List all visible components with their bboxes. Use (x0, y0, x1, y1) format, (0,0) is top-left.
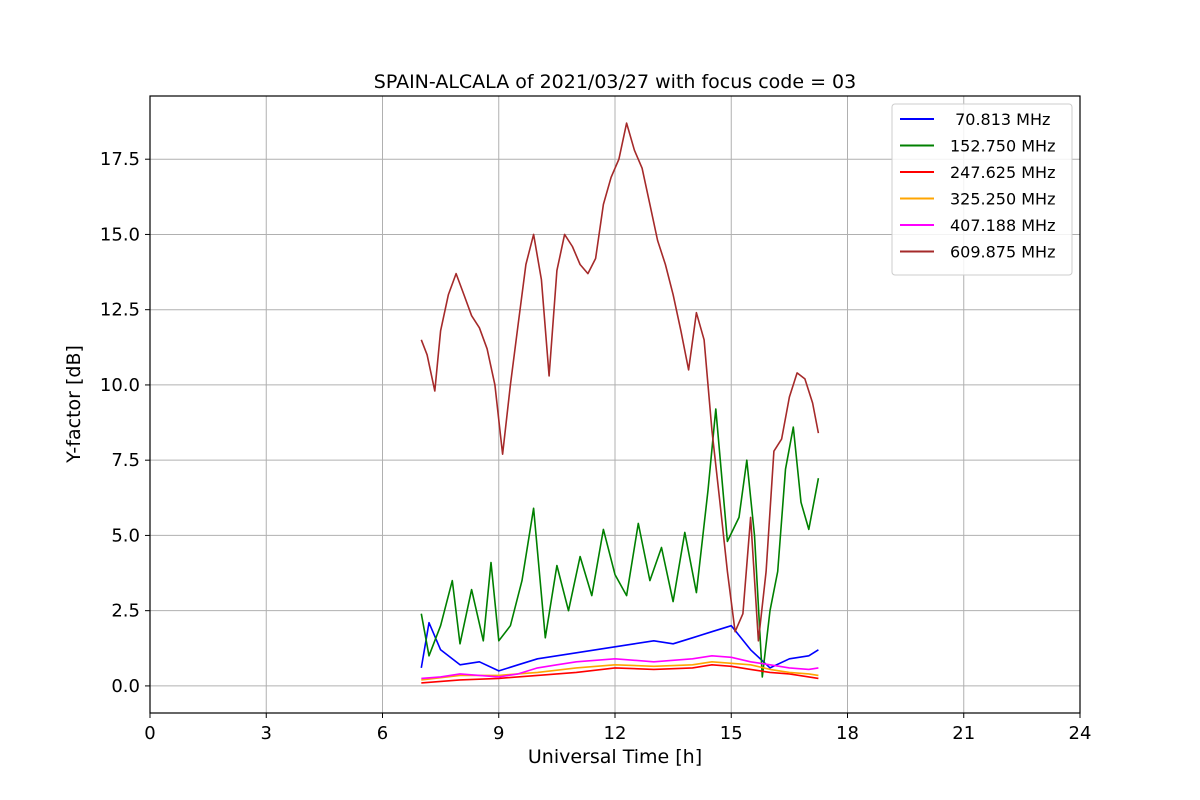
x-axis-label: Universal Time [h] (528, 746, 702, 768)
y-axis: 0.0 2.5 5.0 7.5 10.0 12.5 15.0 17.5 (100, 149, 150, 697)
x-tick-label: 3 (261, 723, 272, 744)
legend-frame (891, 103, 1073, 276)
x-tick-label: 12 (604, 723, 627, 744)
y-tick-label: 15.0 (100, 224, 140, 245)
x-axis: 0 3 6 9 12 15 18 21 24 (144, 713, 1091, 744)
series-line-5 (420, 122, 820, 642)
legend-entry: 325.250 MHz (950, 190, 1055, 209)
x-tick-label: 18 (836, 723, 859, 744)
y-tick-label: 0.0 (111, 676, 140, 697)
series-layer (420, 122, 820, 684)
x-tick-label: 21 (952, 723, 975, 744)
legend-entry: 609.875 MHz (950, 243, 1055, 262)
x-tick-label: 0 (144, 723, 155, 744)
series-line-1 (420, 408, 820, 678)
y-tick-label: 10.0 (100, 375, 140, 396)
series-line-0 (420, 621, 819, 672)
y-axis-label: Y-factor [dB] (63, 345, 85, 464)
legend-entry: 70.813 MHz (950, 110, 1050, 129)
x-tick-label: 15 (720, 723, 743, 744)
x-tick-label: 24 (1069, 723, 1092, 744)
y-tick-label: 7.5 (111, 450, 140, 471)
legend-entry: 407.188 MHz (950, 216, 1055, 235)
chart-title: SPAIN-ALCALA of 2021/03/27 with focus co… (374, 71, 856, 93)
x-tick-label: 6 (377, 723, 388, 744)
legend-entry: 247.625 MHz (950, 163, 1055, 182)
x-tick-label: 9 (493, 723, 504, 744)
y-tick-label: 17.5 (100, 149, 140, 170)
legend: 70.813 MHz 152.750 MHz 247.625 MHz 325.250 … (891, 103, 1073, 276)
series-line-4 (421, 655, 819, 680)
legend-entry: 152.750 MHz (950, 137, 1055, 156)
y-tick-label: 2.5 (111, 601, 140, 622)
y-tick-label: 12.5 (100, 300, 140, 321)
series-line-2 (421, 664, 819, 684)
y-tick-label: 5.0 (111, 525, 140, 546)
